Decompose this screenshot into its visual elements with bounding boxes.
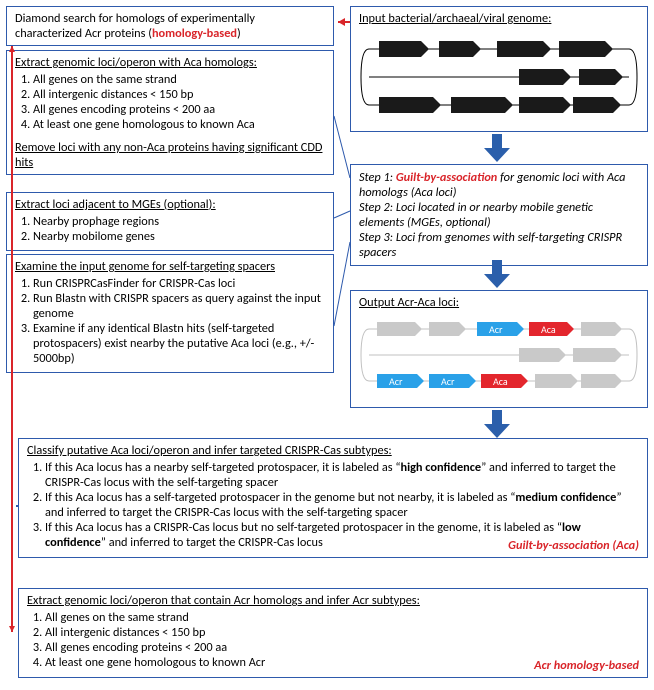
list-item: All intergenic distances < 150 bp	[45, 625, 639, 640]
svg-text:Acr: Acr	[441, 375, 455, 388]
list-item: If this Aca locus has a self-targeted pr…	[45, 490, 639, 520]
list-item: If this Aca locus has a nearby self-targ…	[45, 460, 639, 490]
svg-text:Acr: Acr	[389, 375, 403, 388]
side-arrows	[6, 6, 20, 684]
box-classify: Classify putative Aca loci/operon and in…	[18, 438, 648, 558]
box-output: Output Acr-Aca loci: Acr Aca Acr Acr Aca	[350, 290, 648, 408]
svg-text:Acr: Acr	[489, 323, 503, 336]
text-red: Guilt-by-association	[396, 170, 497, 185]
box-input-genome: Input bacterial/archaeal/viral genome:	[350, 6, 648, 132]
box-extract-acr: Extract genomic loci/operon that contain…	[18, 588, 648, 678]
arrow-down	[482, 134, 512, 164]
list-item: All genes on the same strand	[45, 610, 639, 625]
box-homology: Diamond search for homologs of experimen…	[6, 6, 334, 46]
title: Classify putative Aca loci/operon and in…	[27, 443, 639, 458]
list-item: Run Blastn with CRISPR spacers as query …	[33, 291, 325, 321]
box-mge: Extract loci adjacent to MGEs (optional)…	[6, 192, 334, 251]
box-extract-aca: Extract genomic loci/operon with Aca hom…	[6, 50, 334, 175]
arrow-down	[482, 410, 512, 440]
list-item: All genes encoding proteins < 200 aa	[45, 640, 639, 655]
text: Step 2: Loci located in or nearby mobile…	[359, 200, 639, 230]
list-item: Nearby prophage regions	[33, 214, 325, 229]
title: Extract loci adjacent to MGEs (optional)…	[15, 197, 325, 212]
box-steps: Step 1: Guilt-by-association for genomic…	[350, 164, 648, 266]
svg-text:Aca: Aca	[493, 375, 508, 388]
list-item: Run CRISPRCasFinder for CRISPR-Cas loci	[33, 276, 325, 291]
list-item: At least one gene homologous to known Ac…	[33, 117, 325, 132]
title: Extract genomic loci/operon with Aca hom…	[15, 55, 325, 70]
text: Step 3: Loci from genomes with self-targ…	[359, 230, 639, 260]
subtitle: Remove loci with any non-Aca proteins ha…	[15, 140, 325, 170]
output-diagram: Acr Aca Acr Acr Aca	[359, 311, 639, 403]
list-item: Nearby mobilome genes	[33, 229, 325, 244]
list-item: All genes on the same strand	[33, 72, 325, 87]
title: Extract genomic loci/operon that contain…	[27, 593, 639, 608]
list-item: Examine if any identical Blastn hits (se…	[33, 321, 325, 366]
text: )	[237, 26, 241, 41]
box-selftarget: Examine the input genome for self-target…	[6, 254, 334, 373]
svg-text:Aca: Aca	[541, 323, 556, 336]
text: Diamond search for homologs of experimen…	[15, 11, 255, 26]
genome-diagram	[359, 27, 639, 127]
text: characterized Acr proteins (	[15, 26, 152, 41]
list-item: All genes encoding proteins < 200 aa	[33, 102, 325, 117]
text-red: homology-based	[152, 26, 237, 41]
title: Input bacterial/archaeal/viral genome:	[359, 11, 639, 26]
title: Examine the input genome for self-target…	[15, 259, 325, 274]
list-item: All intergenic distances < 150 bp	[33, 87, 325, 102]
text: Step 1:	[359, 170, 396, 185]
arrow-down	[482, 260, 512, 290]
title: Output Acr-Aca loci:	[359, 295, 639, 310]
